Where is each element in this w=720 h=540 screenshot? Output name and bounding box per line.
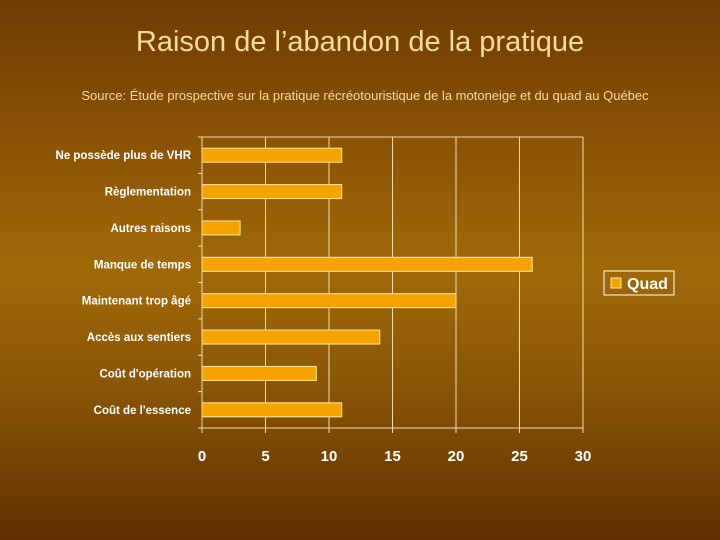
x-tick-label: 0 [198,448,206,465]
x-tick-label: 5 [261,448,269,465]
x-tick-label: 20 [448,448,465,465]
category-label: Règlementation [105,187,191,199]
chart-title: Raison de l’abandon de la pratique [135,26,585,58]
bar [201,184,343,200]
x-tick-label: 10 [321,448,338,465]
category-label: Coût d'opération [99,368,191,380]
legend-label: Quad [627,276,668,293]
category-label: Coût de l'essence [94,405,191,417]
bar [201,329,381,345]
x-tick-label: 15 [384,448,401,465]
category-label: Maintenant trop âgé [82,296,191,308]
bar [201,402,343,418]
x-tick-label: 30 [575,448,592,465]
bar [201,220,241,236]
bar [201,365,317,381]
category-label: Accès aux sentiers [87,332,191,344]
x-tick-label: 25 [511,448,528,465]
legend-box [603,270,675,296]
category-label: Ne possède plus de VHR [56,150,192,162]
bar [201,256,533,272]
category-label: Autres raisons [110,223,191,235]
bar [201,147,343,163]
category-label: Manque de temps [94,259,191,271]
legend-swatch [610,277,622,289]
bar [201,293,457,309]
chart-subtitle: Source: Étude prospective sur la pratiqu… [81,88,649,103]
